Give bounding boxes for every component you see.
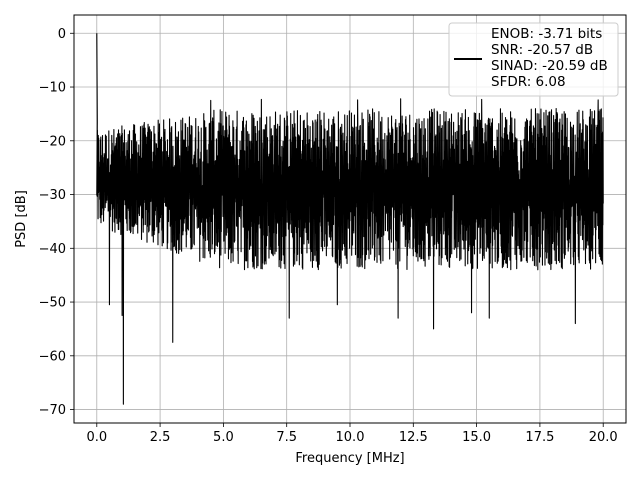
y-tick-label: −70: [39, 403, 66, 418]
legend: ENOB: -3.71 bits SNR: -20.57 dB SINAD: -…: [448, 22, 619, 97]
y-tick-label: −50: [39, 296, 66, 311]
x-tick-label: 0.0: [86, 430, 107, 445]
x-tick-label: 12.5: [399, 430, 428, 445]
y-axis-label: PSD [dB]: [14, 190, 29, 248]
psd-series-line: [96, 33, 604, 405]
legend-text-enob: ENOB: -3.71 bits: [491, 26, 602, 42]
x-tick-label: 20.0: [589, 430, 618, 445]
x-tick-label: 15.0: [462, 430, 491, 445]
x-tick-label: 17.5: [525, 430, 554, 445]
x-tick-label: 2.5: [150, 430, 171, 445]
y-tick-label: 0: [58, 27, 66, 42]
legend-text-sfdr: SFDR: 6.08: [491, 74, 566, 90]
x-tick-label: 7.5: [276, 430, 297, 445]
x-tick-label: 5.0: [213, 430, 234, 445]
x-axis-label: Frequency [MHz]: [295, 451, 404, 466]
legend-text-snr: SNR: -20.57 dB: [491, 42, 593, 58]
y-tick-label: −40: [39, 242, 66, 257]
y-tick-label: −10: [39, 81, 66, 96]
x-axis-ticks: 0.0 2.5 5.0 7.5 10.0 12.5 15.0 17.5 20.0: [86, 423, 618, 445]
y-tick-label: −30: [39, 188, 66, 203]
y-axis-ticks: 0 −10 −20 −30 −40 −50 −60 −70: [39, 27, 74, 418]
legend-box: [448, 22, 619, 97]
y-tick-label: −60: [39, 349, 66, 364]
x-tick-label: 10.0: [336, 430, 365, 445]
psd-trace: [96, 33, 604, 405]
y-tick-label: −20: [39, 134, 66, 149]
legend-text-sinad: SINAD: -20.59 dB: [491, 58, 608, 74]
